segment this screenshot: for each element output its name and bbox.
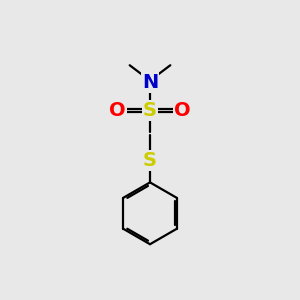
Text: O: O — [109, 101, 126, 120]
Text: N: N — [142, 73, 158, 92]
Text: S: S — [143, 101, 157, 120]
Text: O: O — [174, 101, 191, 120]
Text: S: S — [143, 151, 157, 170]
